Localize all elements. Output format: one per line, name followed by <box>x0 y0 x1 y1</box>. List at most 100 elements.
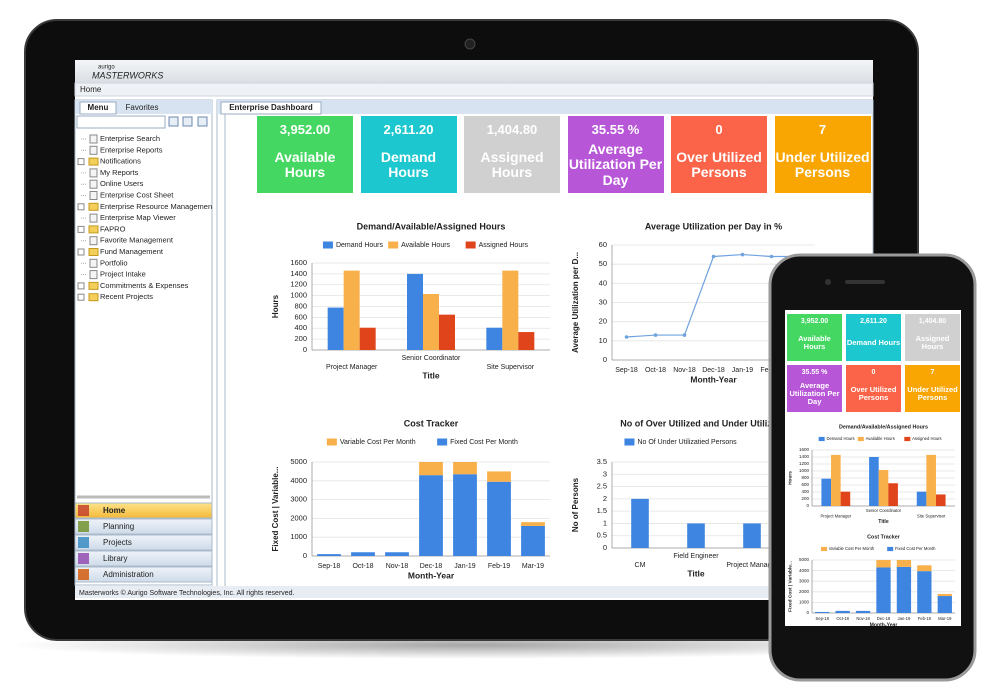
menu-item[interactable]: Commitments & Expenses <box>100 281 189 290</box>
menu-item[interactable]: Online Users <box>100 179 144 188</box>
bar <box>879 470 889 506</box>
sidebar-tab[interactable]: Menu <box>88 103 109 112</box>
page-icon <box>90 192 97 200</box>
kpi-value: 3,952.00 <box>280 122 331 137</box>
menu-item[interactable]: FAPRO <box>100 224 126 233</box>
kpi-tile[interactable]: 0Over Utilized Persons <box>671 116 767 193</box>
y-tick-label: 5000 <box>290 457 307 466</box>
bar-segment <box>419 462 443 475</box>
kpi-tile[interactable]: 1,404.80Assigned Hours <box>464 116 560 193</box>
y-tick-label: 1000 <box>799 600 810 605</box>
nav-item[interactable] <box>75 551 212 566</box>
x-tick-label: Dec-18 <box>702 367 725 374</box>
kpi-tile[interactable]: 2,611.20Demand Hours <box>361 116 457 193</box>
kpi-label: Under Utilized Persons <box>775 137 871 193</box>
kpi-label: Available Hours <box>787 325 842 361</box>
dashboard-tab-label[interactable]: Enterprise Dashboard <box>229 103 313 112</box>
x-axis-label: Month-Year <box>690 374 737 384</box>
bar-segment <box>938 594 952 596</box>
bar-segment <box>876 567 890 613</box>
menu-item[interactable]: My Reports <box>100 168 139 177</box>
kpi-tile[interactable]: 2,611.20Demand Hours <box>846 314 901 361</box>
nav-item[interactable] <box>75 503 212 518</box>
breadcrumb[interactable]: Home <box>80 85 102 94</box>
folder-icon <box>89 294 98 301</box>
page-icon <box>90 135 97 143</box>
y-tick-label: 1.5 <box>597 506 607 515</box>
point <box>741 253 745 257</box>
nav-label[interactable]: Projects <box>103 538 132 547</box>
sidebar-tab[interactable]: Favorites <box>126 103 159 112</box>
chart-title: Demand/Available/Assigned Hours <box>357 221 506 231</box>
menu-item[interactable]: Enterprise Resource Managemen <box>100 202 212 211</box>
menu-item[interactable]: Fund Management <box>100 247 164 256</box>
kpi-label: Demand Hours <box>361 137 457 193</box>
point <box>712 255 716 259</box>
kpi-tile[interactable]: 3,952.00Available Hours <box>787 314 842 361</box>
nav-item[interactable] <box>75 519 212 534</box>
kpi-tile[interactable]: 35.55 %Average Utilization Per Day <box>568 116 664 193</box>
menu-item[interactable]: Recent Projects <box>100 292 153 301</box>
legend-label: Demand Hours <box>336 242 384 249</box>
nav-icon <box>78 553 89 564</box>
kpi-tile[interactable]: 1,404.80Assigned Hours <box>905 314 960 361</box>
menu-item[interactable]: Enterprise Map Viewer <box>100 213 176 222</box>
nav-icon <box>78 569 89 580</box>
expand-icon[interactable] <box>78 226 84 232</box>
menu-item[interactable]: Enterprise Search <box>100 134 160 143</box>
menu-item[interactable]: Enterprise Reports <box>100 145 163 154</box>
x-tick-label: Sep-18 <box>318 563 341 570</box>
kpi-tile[interactable]: 0Over Utilized Persons <box>846 365 901 412</box>
expand-icon[interactable] <box>78 249 84 255</box>
phone-speaker <box>845 280 885 284</box>
chart-title: Cost Tracker <box>404 418 459 428</box>
nav-label[interactable]: Administration <box>103 570 154 579</box>
y-tick-label: 4000 <box>290 476 307 485</box>
nav-label[interactable]: Library <box>103 554 127 563</box>
kpi-tile[interactable]: 7Under Utilized Persons <box>775 116 871 193</box>
search-input[interactable] <box>77 116 165 128</box>
kpi-value: 7 <box>819 122 826 137</box>
y-tick-label: 400 <box>294 323 307 332</box>
legend-label: Variable Cost Per Month <box>340 439 416 446</box>
bar <box>869 457 879 506</box>
x-tick-label: Nov-18 <box>856 616 870 621</box>
kpi-value: 0 <box>872 369 876 376</box>
menu-item[interactable]: Portfolio <box>100 258 128 267</box>
menu-item[interactable]: Favorite Management <box>100 236 174 245</box>
expand-icon[interactable] <box>78 204 84 210</box>
y-tick-label: 0 <box>603 355 607 364</box>
kpi-value: 1,404.80 <box>919 318 946 325</box>
nav-item[interactable] <box>75 535 212 550</box>
menu-item[interactable]: Enterprise Cost Sheet <box>100 190 174 199</box>
x-tick-label: CM <box>635 562 646 569</box>
phone-camera <box>825 279 831 285</box>
kpi-value: 35.55 % <box>802 369 828 376</box>
kpi-tile[interactable]: 35.55 %Average Utilization Per Day <box>787 365 842 412</box>
menu-item[interactable]: Project Intake <box>100 270 146 279</box>
x-tick-label: Site Supervisor <box>487 364 535 371</box>
x-tick-label: Jan-19 <box>898 616 911 621</box>
x-tick-label: Feb-19 <box>488 563 510 570</box>
kpi-tile[interactable]: 7Under Utilized Persons <box>905 365 960 412</box>
bar-segment <box>487 482 511 556</box>
nav-label[interactable]: Planning <box>103 522 134 531</box>
expand-icon[interactable] <box>78 294 84 300</box>
y-tick-label: 0 <box>303 551 307 560</box>
legend-swatch <box>858 437 864 441</box>
dropdown-button[interactable] <box>198 117 207 126</box>
nav-icon <box>78 505 89 516</box>
menu-item[interactable]: Notifications <box>100 157 141 166</box>
x-axis-label: Title <box>422 370 440 380</box>
legend-label: Fixed Cost Per Month <box>450 439 518 446</box>
bar <box>328 308 344 350</box>
nav-label[interactable]: Home <box>103 506 126 515</box>
y-tick-label: 200 <box>294 334 307 343</box>
expand-icon[interactable] <box>78 159 84 165</box>
collapse-button[interactable] <box>183 117 192 126</box>
expand-button[interactable] <box>169 117 178 126</box>
bar-segment <box>317 554 341 556</box>
point <box>770 255 774 259</box>
kpi-tile[interactable]: 3,952.00Available Hours <box>257 116 353 193</box>
expand-icon[interactable] <box>78 283 84 289</box>
